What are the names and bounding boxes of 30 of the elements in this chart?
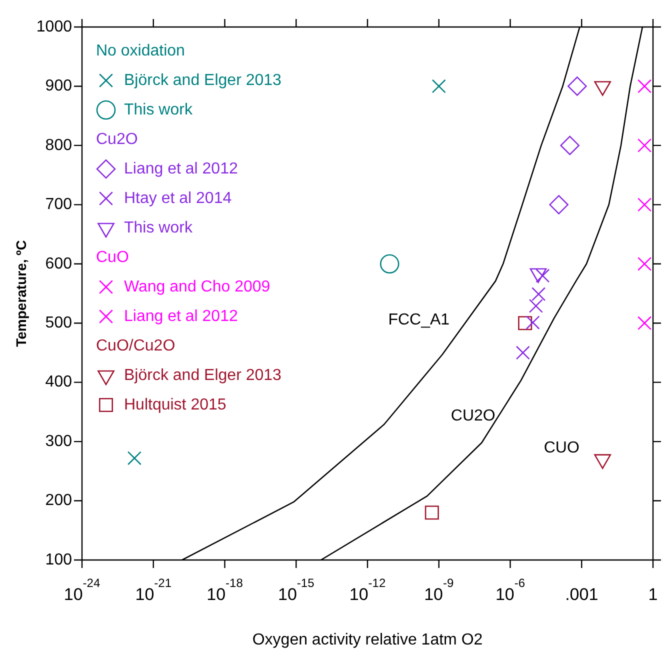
- legend-label: This work: [124, 219, 194, 236]
- y-tick-label: 200: [45, 492, 72, 510]
- legend-label: This work: [124, 101, 194, 118]
- y-tick-label: 400: [45, 374, 72, 391]
- y-axis-title: Temperature, ºC: [12, 240, 29, 347]
- y-tick-label: 600: [45, 255, 72, 272]
- y-tick-label: 1000: [36, 18, 72, 36]
- legend-label: Liang et al 2012: [124, 160, 238, 178]
- y-tick-label: 500: [45, 314, 72, 332]
- annotation: CuO: [96, 248, 129, 266]
- y-tick-label: 100: [45, 551, 72, 568]
- x-tick-label: 1: [648, 585, 658, 604]
- annotation: CuO/Cu2O: [96, 337, 176, 354]
- legend-label: Liang et al 2012: [124, 308, 238, 325]
- legend-label: Björck and Elger 2013: [124, 366, 282, 384]
- y-tick-label: 900: [45, 78, 72, 95]
- legend-label: Björck and Elger 2013: [124, 72, 282, 89]
- x-tick-label: .001: [565, 585, 598, 604]
- annotation: FCC_A1: [388, 312, 450, 329]
- legend-label: Htay et al 2014: [124, 190, 232, 207]
- x-axis-title: Oxygen activity relative 1atm O2: [252, 631, 483, 648]
- y-tick-label: 800: [45, 136, 72, 154]
- annotation: Cu2O: [96, 130, 138, 148]
- y-tick-label: 300: [45, 432, 72, 450]
- legend-label: Hultquist 2015: [124, 396, 226, 414]
- annotation: No oxidation: [96, 42, 185, 60]
- legend-label: Wang and Cho 2009: [124, 278, 270, 296]
- annotation: CU2O: [450, 407, 496, 424]
- annotation: CUO: [544, 439, 580, 456]
- y-tick-label: 700: [45, 196, 72, 214]
